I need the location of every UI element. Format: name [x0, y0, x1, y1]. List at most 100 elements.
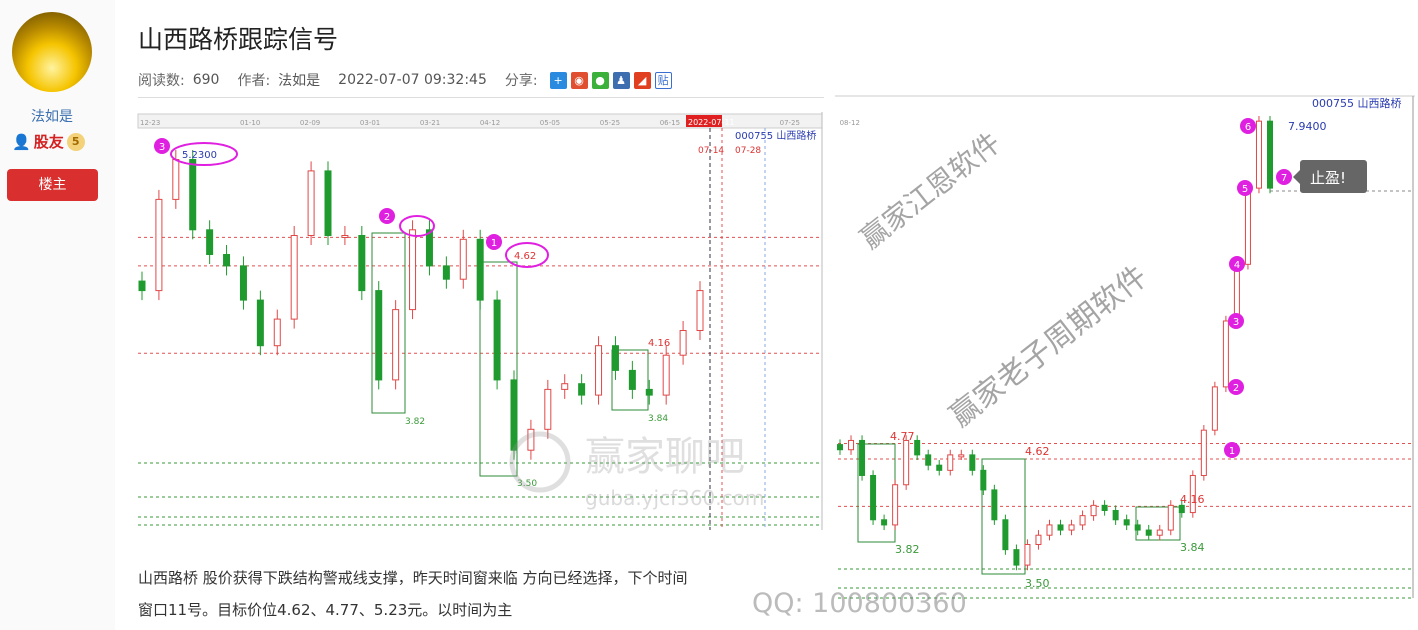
- marker-number: 2: [1233, 383, 1239, 394]
- candle-body: [1233, 263, 1240, 322]
- highlight-ellipse: [170, 142, 238, 166]
- marker-circle: [1224, 442, 1240, 458]
- x-tick-label: 08-12: [840, 119, 860, 127]
- x-tick-label: 2022-07-11: [688, 118, 735, 127]
- x-tick-label: 05-25: [600, 119, 620, 127]
- tooltip-arrow: [1293, 170, 1300, 184]
- candle-body: [936, 464, 943, 471]
- wechat-icon[interactable]: ●: [591, 71, 609, 89]
- marker-number: 6: [1245, 122, 1251, 133]
- candle-body: [1134, 524, 1141, 531]
- price-label: 3.84: [1180, 541, 1205, 554]
- candle-body: [925, 454, 932, 466]
- candle-body: [578, 383, 586, 396]
- author-name[interactable]: 法如是: [278, 73, 321, 89]
- time-mark-label: 07-28: [735, 146, 761, 156]
- x-tick-label: 03-21: [420, 119, 440, 127]
- candle-body: [1123, 519, 1130, 526]
- author-label: 作者:: [237, 73, 271, 89]
- tieba-icon[interactable]: 贴: [654, 71, 672, 89]
- candle-body: [1090, 504, 1097, 517]
- price-label: 3.82: [895, 543, 920, 556]
- candle-body: [1013, 549, 1020, 566]
- candle-body: [991, 489, 998, 521]
- candle-body: [290, 235, 298, 320]
- user-group-badge: 👤 股友 5: [12, 131, 85, 152]
- marker-circle: [486, 234, 502, 250]
- candle-body: [510, 379, 518, 451]
- candle-body: [341, 235, 349, 238]
- candle-body: [1167, 504, 1174, 531]
- candle-body: [1145, 529, 1152, 536]
- candle-body: [1178, 504, 1185, 514]
- left-chart: 12-23 01-10 02-09 03-01 03-21 04-12 05-05 05-25…: [137, 112, 860, 530]
- tooltip-text: 止盈!: [1310, 169, 1346, 187]
- tencent-weibo-icon[interactable]: ◢: [633, 71, 651, 89]
- price-label: 4.16: [648, 338, 670, 349]
- x-tick-label: 12-23: [140, 119, 160, 127]
- candle-body: [442, 265, 450, 280]
- marker-number: 5: [1242, 184, 1248, 195]
- candle-body: [645, 388, 653, 396]
- plus-share-icon[interactable]: +: [549, 71, 567, 89]
- candle-body: [1101, 504, 1108, 512]
- candle-body: [903, 439, 910, 486]
- body-line: 山西路桥 股价获得下跌结构警戒线支撑，昨天时间窗来临 方向已经选择，下个时间: [138, 569, 688, 587]
- x-tick-label: 07-25: [780, 119, 800, 127]
- username[interactable]: 法如是: [31, 109, 73, 125]
- candle-body: [561, 383, 569, 390]
- candle-body: [409, 229, 417, 311]
- candle-body: [848, 439, 855, 451]
- price-label: 3.50: [1025, 577, 1050, 590]
- candle-body: [980, 469, 987, 491]
- owner-button[interactable]: 楼主: [7, 169, 98, 201]
- candle-body: [1189, 474, 1196, 514]
- x-tick-label: 01-10: [240, 119, 260, 127]
- highlight-ellipse: [505, 242, 549, 268]
- candle-body: [1156, 529, 1163, 536]
- candle-body: [1255, 120, 1262, 189]
- candle-body: [1267, 120, 1273, 189]
- candle-body: [375, 290, 383, 381]
- candle-body: [459, 238, 467, 280]
- highlight-ellipse: [399, 215, 435, 237]
- candle-body: [1046, 524, 1053, 536]
- user-person-icon: 👤: [12, 132, 31, 151]
- candle-body: [914, 439, 921, 456]
- x-tick-label: 02-09: [300, 119, 320, 127]
- price-label: 3.84: [648, 414, 668, 424]
- post-datetime: 2022-07-07 09:32:45: [338, 72, 487, 88]
- candle-body: [358, 235, 366, 292]
- marker-circle: [154, 138, 170, 154]
- date-tag: [686, 115, 722, 127]
- marker-number: 3: [1233, 317, 1239, 328]
- candle-body: [223, 254, 231, 267]
- marker-circle: [379, 208, 395, 224]
- qq-icon[interactable]: ♟: [612, 71, 630, 89]
- candle-body: [859, 439, 866, 476]
- weibo-icon[interactable]: ◉: [570, 71, 588, 89]
- time-mark-label: 07-14: [698, 146, 724, 156]
- candle-body: [1035, 534, 1042, 545]
- user-sidebar: 法如是 👤 股友 5 楼主: [0, 0, 115, 630]
- candle-body: [307, 170, 315, 236]
- candle-body: [595, 345, 603, 396]
- marker-circle: [1240, 118, 1256, 134]
- marker-number: 4: [1234, 260, 1240, 271]
- stock-label: 000755 山西路桥: [735, 129, 816, 142]
- page-title: 山西路桥跟踪信号: [138, 25, 339, 54]
- price-label: 4.77: [890, 430, 915, 443]
- candle-body: [1200, 429, 1207, 476]
- marker-number: 3: [159, 142, 165, 153]
- candle-body: [696, 290, 704, 332]
- candle-body: [611, 345, 619, 371]
- candle-body: [969, 454, 976, 471]
- price-label: 7.9400: [1288, 120, 1327, 133]
- candle-body: [1068, 524, 1075, 531]
- avatar[interactable]: [12, 12, 92, 92]
- candle-body: [1244, 187, 1251, 265]
- divider: [138, 97, 824, 98]
- level-badge-icon: 5: [66, 132, 85, 151]
- candle-body: [273, 318, 281, 347]
